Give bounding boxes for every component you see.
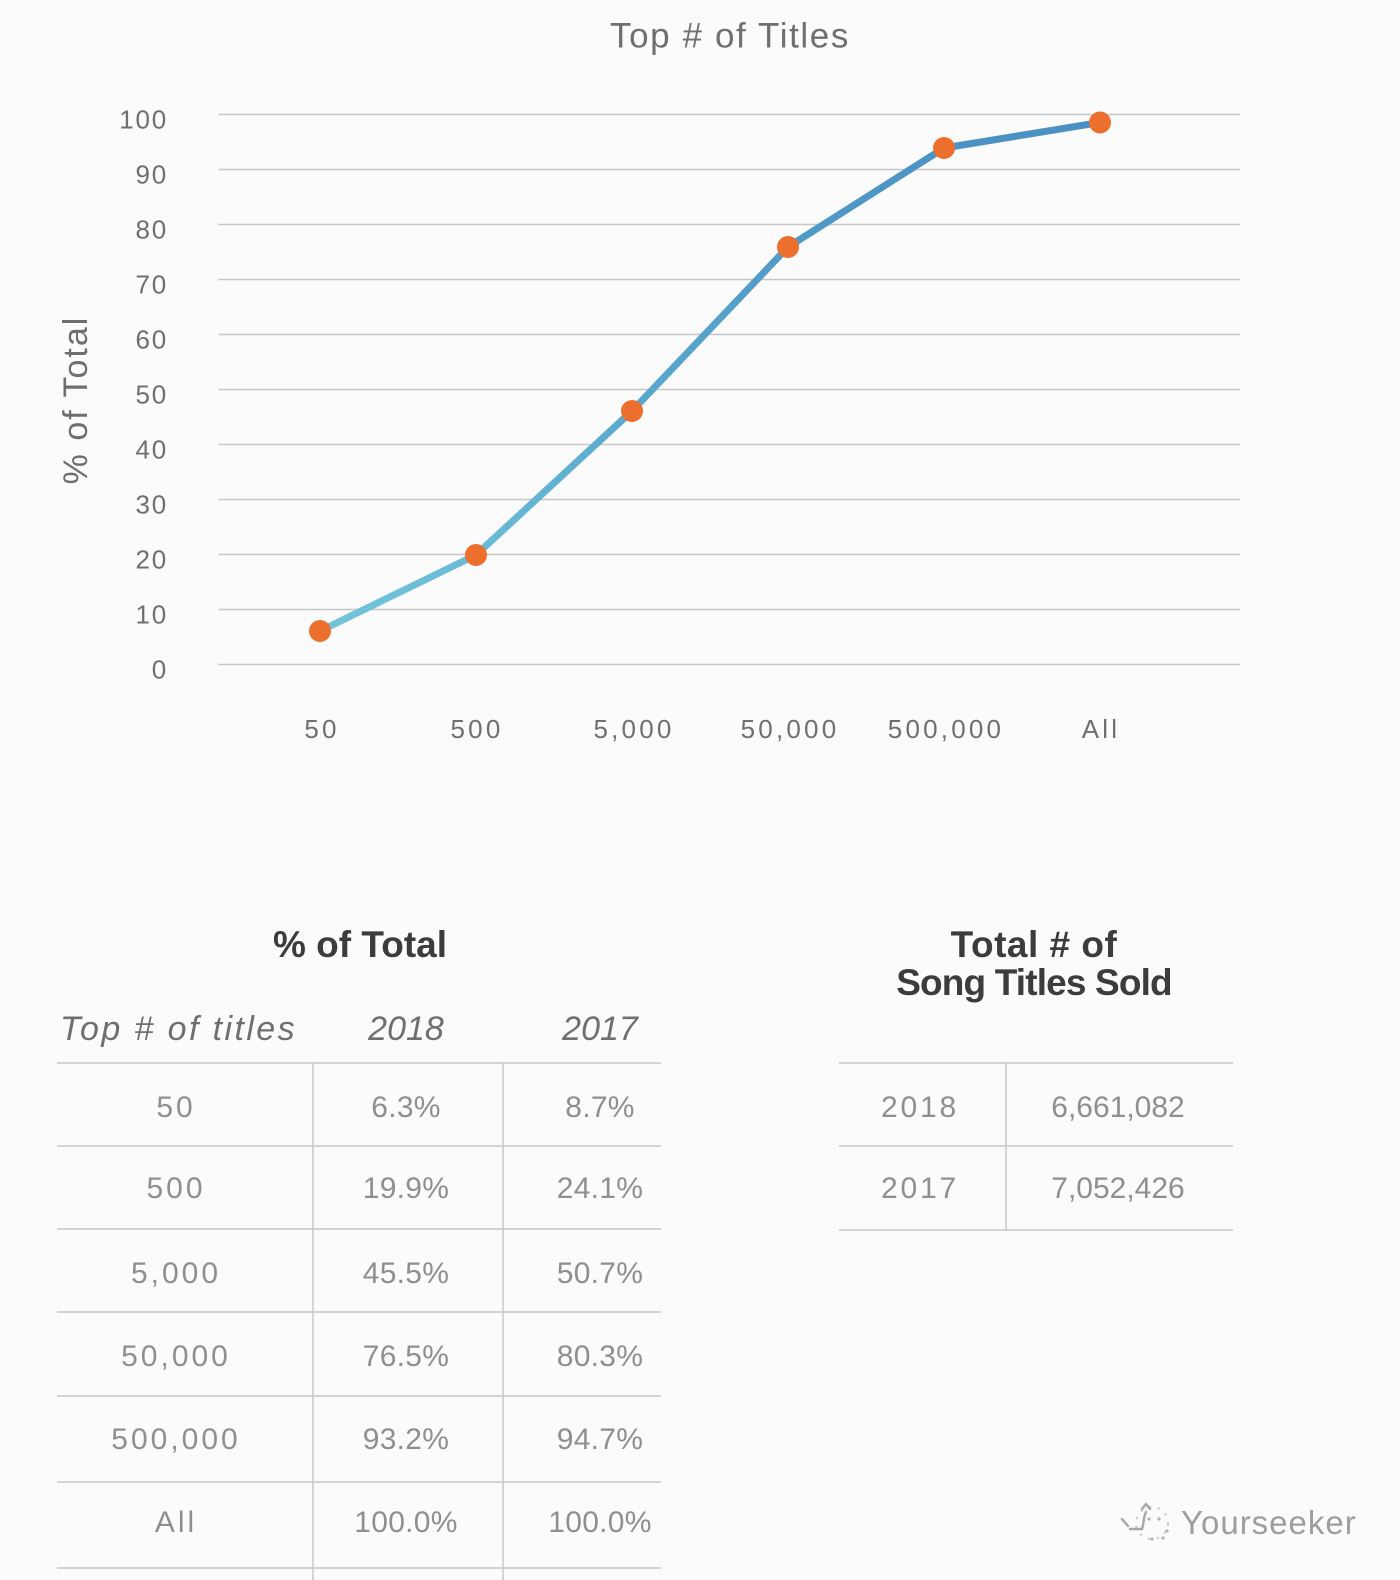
svg-text:100.0%: 100.0% — [354, 1506, 458, 1539]
svg-text:94.7%: 94.7% — [557, 1423, 644, 1456]
svg-text:6.3%: 6.3% — [371, 1091, 441, 1124]
svg-text:50: 50 — [135, 380, 168, 410]
svg-text:2018: 2018 — [881, 1091, 959, 1124]
svg-text:100.0%: 100.0% — [548, 1506, 652, 1539]
svg-text:80.3%: 80.3% — [557, 1340, 644, 1373]
svg-text:Top # of Titles: Top # of Titles — [610, 17, 850, 56]
svg-text:8.7%: 8.7% — [565, 1091, 635, 1124]
svg-text:Yourseeker: Yourseeker — [1181, 1504, 1357, 1541]
svg-text:500,000: 500,000 — [111, 1423, 240, 1456]
svg-text:50: 50 — [304, 714, 339, 744]
svg-text:50,000: 50,000 — [121, 1340, 231, 1373]
svg-text:All: All — [1082, 714, 1121, 744]
svg-text:6,661,082: 6,661,082 — [1051, 1091, 1184, 1124]
svg-text:20: 20 — [135, 545, 168, 575]
svg-text:90: 90 — [135, 160, 168, 190]
svg-text:Total # of: Total # of — [951, 924, 1118, 965]
svg-text:7,052,426: 7,052,426 — [1051, 1172, 1184, 1205]
svg-text:5,000: 5,000 — [593, 714, 674, 744]
svg-text:30: 30 — [135, 490, 168, 520]
svg-text:500: 500 — [146, 1172, 205, 1205]
svg-text:% of Total: % of Total — [273, 924, 447, 965]
svg-text:45.5%: 45.5% — [363, 1257, 450, 1290]
svg-text:24.1%: 24.1% — [557, 1172, 644, 1205]
svg-text:% of Total: % of Total — [57, 316, 95, 485]
svg-text:Top # of titles: Top # of titles — [60, 1010, 297, 1048]
svg-text:93.2%: 93.2% — [363, 1423, 450, 1456]
svg-text:60: 60 — [135, 325, 168, 355]
svg-text:2017: 2017 — [561, 1010, 639, 1048]
svg-text:76.5%: 76.5% — [363, 1340, 450, 1373]
svg-text:80: 80 — [135, 215, 168, 245]
svg-text:500,000: 500,000 — [888, 714, 1004, 744]
svg-text:50,000: 50,000 — [741, 714, 840, 744]
svg-text:All: All — [155, 1506, 197, 1539]
svg-text:2017: 2017 — [881, 1172, 959, 1205]
svg-text:2018: 2018 — [367, 1010, 444, 1048]
svg-text:5,000: 5,000 — [131, 1257, 221, 1290]
svg-text:0: 0 — [152, 655, 168, 685]
svg-text:50.7%: 50.7% — [557, 1257, 644, 1290]
svg-text:50: 50 — [156, 1091, 195, 1124]
svg-text:19.9%: 19.9% — [363, 1172, 450, 1205]
svg-text:Song Titles Sold: Song Titles Sold — [896, 962, 1172, 1003]
svg-text:100: 100 — [119, 105, 168, 135]
svg-text:40: 40 — [135, 435, 168, 465]
svg-text:500: 500 — [451, 714, 504, 744]
svg-text:70: 70 — [135, 270, 168, 300]
svg-text:10: 10 — [135, 600, 168, 630]
